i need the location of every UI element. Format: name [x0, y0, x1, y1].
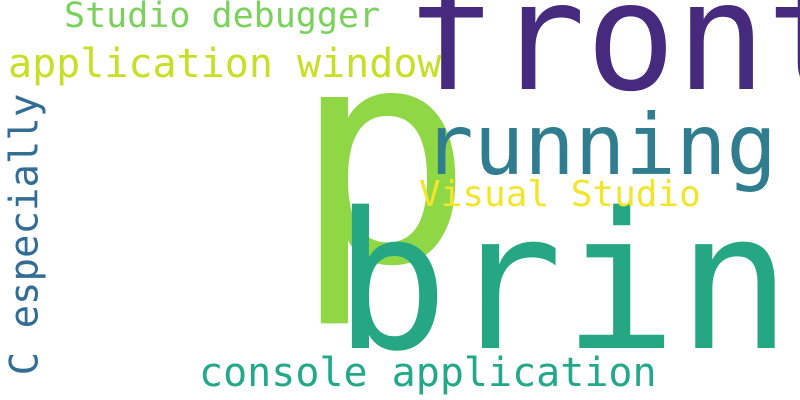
word-visual-studio: Visual Studio: [419, 174, 701, 215]
word-p: p: [293, 0, 474, 332]
word-c-especially: C especially: [2, 93, 48, 376]
word-application-window: application window: [8, 41, 442, 87]
word-front: front: [405, 0, 800, 125]
word-bring: bring: [334, 172, 800, 393]
word-studio-debugger: Studio debugger: [64, 0, 381, 36]
word-running: running: [423, 96, 778, 194]
word-console-application: console application: [199, 350, 657, 396]
